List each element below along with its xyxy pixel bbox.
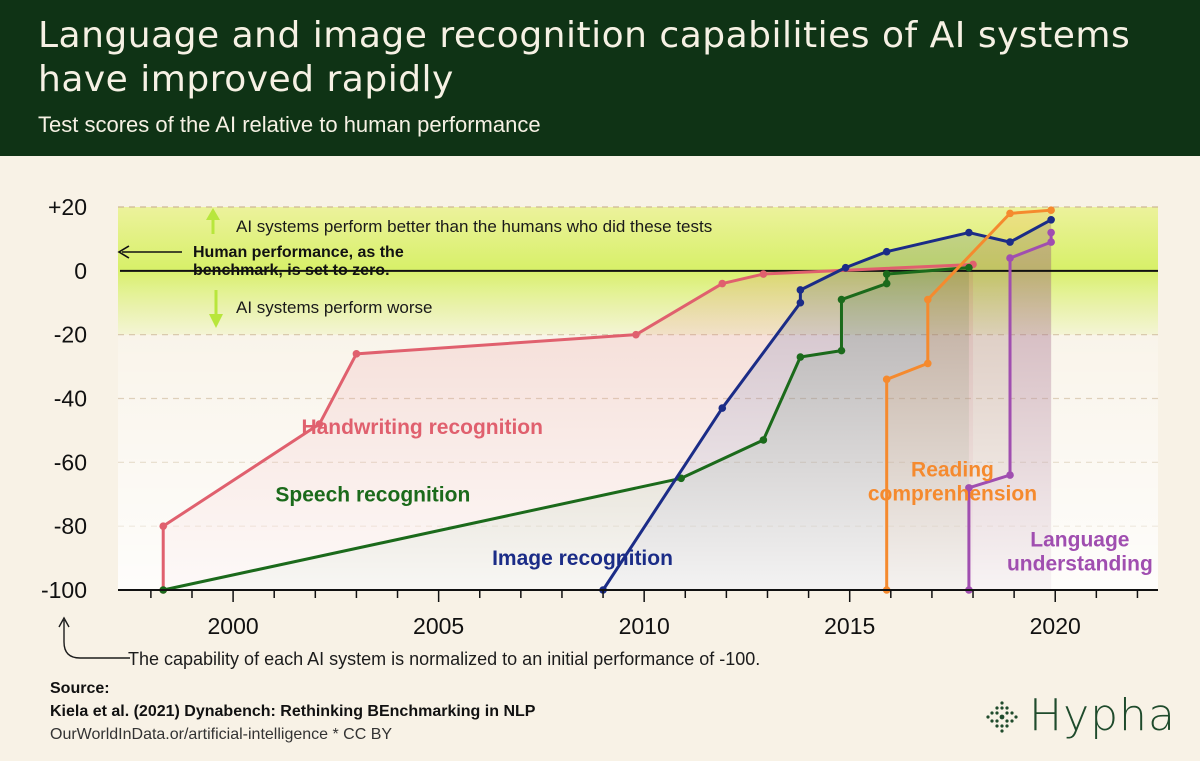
data-point [315,420,324,428]
data-point [1006,209,1014,218]
data-point [965,484,973,492]
data-point [352,350,361,358]
baseline-annotation-line1: Human performance, as the [193,244,404,261]
data-point [718,279,727,288]
series-labels: Handwriting recognition Speech recognitio… [275,416,1152,575]
y-tick-label: 0 [74,258,87,284]
data-point [1006,471,1014,479]
page-title: Language and image recognition capabilit… [38,15,1131,100]
y-tick-label: -100 [41,577,87,603]
hypha-logo: Hypha [985,690,1185,744]
down-arrow-head-icon [209,314,223,328]
x-tick-label: 2005 [413,613,464,636]
data-point [882,270,891,278]
page-subtitle: Test scores of the AI relative to human … [38,112,541,137]
data-point [796,286,805,294]
series-group [599,215,1055,594]
data-point [759,270,768,278]
better-annotation: AI systems perform better than the human… [236,217,712,236]
data-point [882,247,891,256]
y-tick-label: -80 [54,513,87,539]
series-label: Speech recognition [275,483,470,506]
note-arrow-icon [58,616,130,659]
normalization-note: The capability of each AI system is norm… [128,649,761,669]
y-tick-label: -60 [54,449,87,475]
series-line [885,208,1052,590]
series-label: comprenhension [868,482,1037,505]
data-point [882,375,891,384]
data-point [1047,206,1055,214]
source-label: Source: [50,680,110,697]
line-chart: 2000 2005 2010 2015 2020 +20 0 -20 -40 -60 -80 -100… [41,194,1158,636]
data-point [1006,254,1014,262]
data-point [718,404,727,412]
axes: 2000 2005 2010 2015 2020 +20 0 -20 -40 -60 -80 -100 [41,194,1158,636]
left-arrow-head-icon [117,245,130,259]
annotations: AI systems perform better than the human… [117,208,712,328]
data-point [841,263,850,272]
data-point [632,330,640,339]
data-point [837,295,846,304]
up-arrow-head-icon [206,208,220,220]
data-point [882,279,891,288]
data-point [1047,228,1055,237]
data-point [965,263,973,272]
data-point [796,298,805,307]
series-group [882,206,1055,594]
data-point [759,436,768,444]
series-label: understanding [1007,553,1153,576]
data-point [796,353,805,361]
baseline-annotation-line2: benchmark, is set to zero. [193,262,390,279]
data-point [159,522,168,530]
source-reference: Kiela et al. (2021) Dynabench: Rethinkin… [50,703,536,720]
data-point [837,346,846,355]
series-line [161,262,974,590]
y-tick-label: -20 [54,322,87,348]
y-tick-label: +20 [48,194,87,220]
series-lines [159,206,1055,594]
x-tick-label: 2015 [824,613,875,636]
data-point [965,228,973,237]
source-url: OurWorldInData.or/artificial-intelligenc… [50,726,393,743]
data-point [924,359,932,368]
data-point [1006,238,1014,246]
data-point [1047,215,1055,224]
header-banner: Language and image recognition capabilit… [0,0,1200,156]
dotted-diamond-logo-icon [986,701,1018,733]
x-tick-label: 2010 [619,613,670,636]
x-tick-label: 2000 [208,613,259,636]
logo-text: Hypha [1029,690,1176,741]
y-tick-label: -40 [54,386,87,412]
data-point [924,295,932,304]
area-fade [118,270,1158,590]
series-label: Reading [911,458,994,481]
data-point [1047,238,1055,246]
worse-annotation: AI systems perform worse [236,298,433,317]
series-label: Image recognition [492,547,673,570]
series-label: Handwriting recognition [301,416,543,439]
x-tick-label: 2020 [1030,613,1081,636]
series-group [965,228,1055,594]
series-label: Language [1030,529,1129,552]
